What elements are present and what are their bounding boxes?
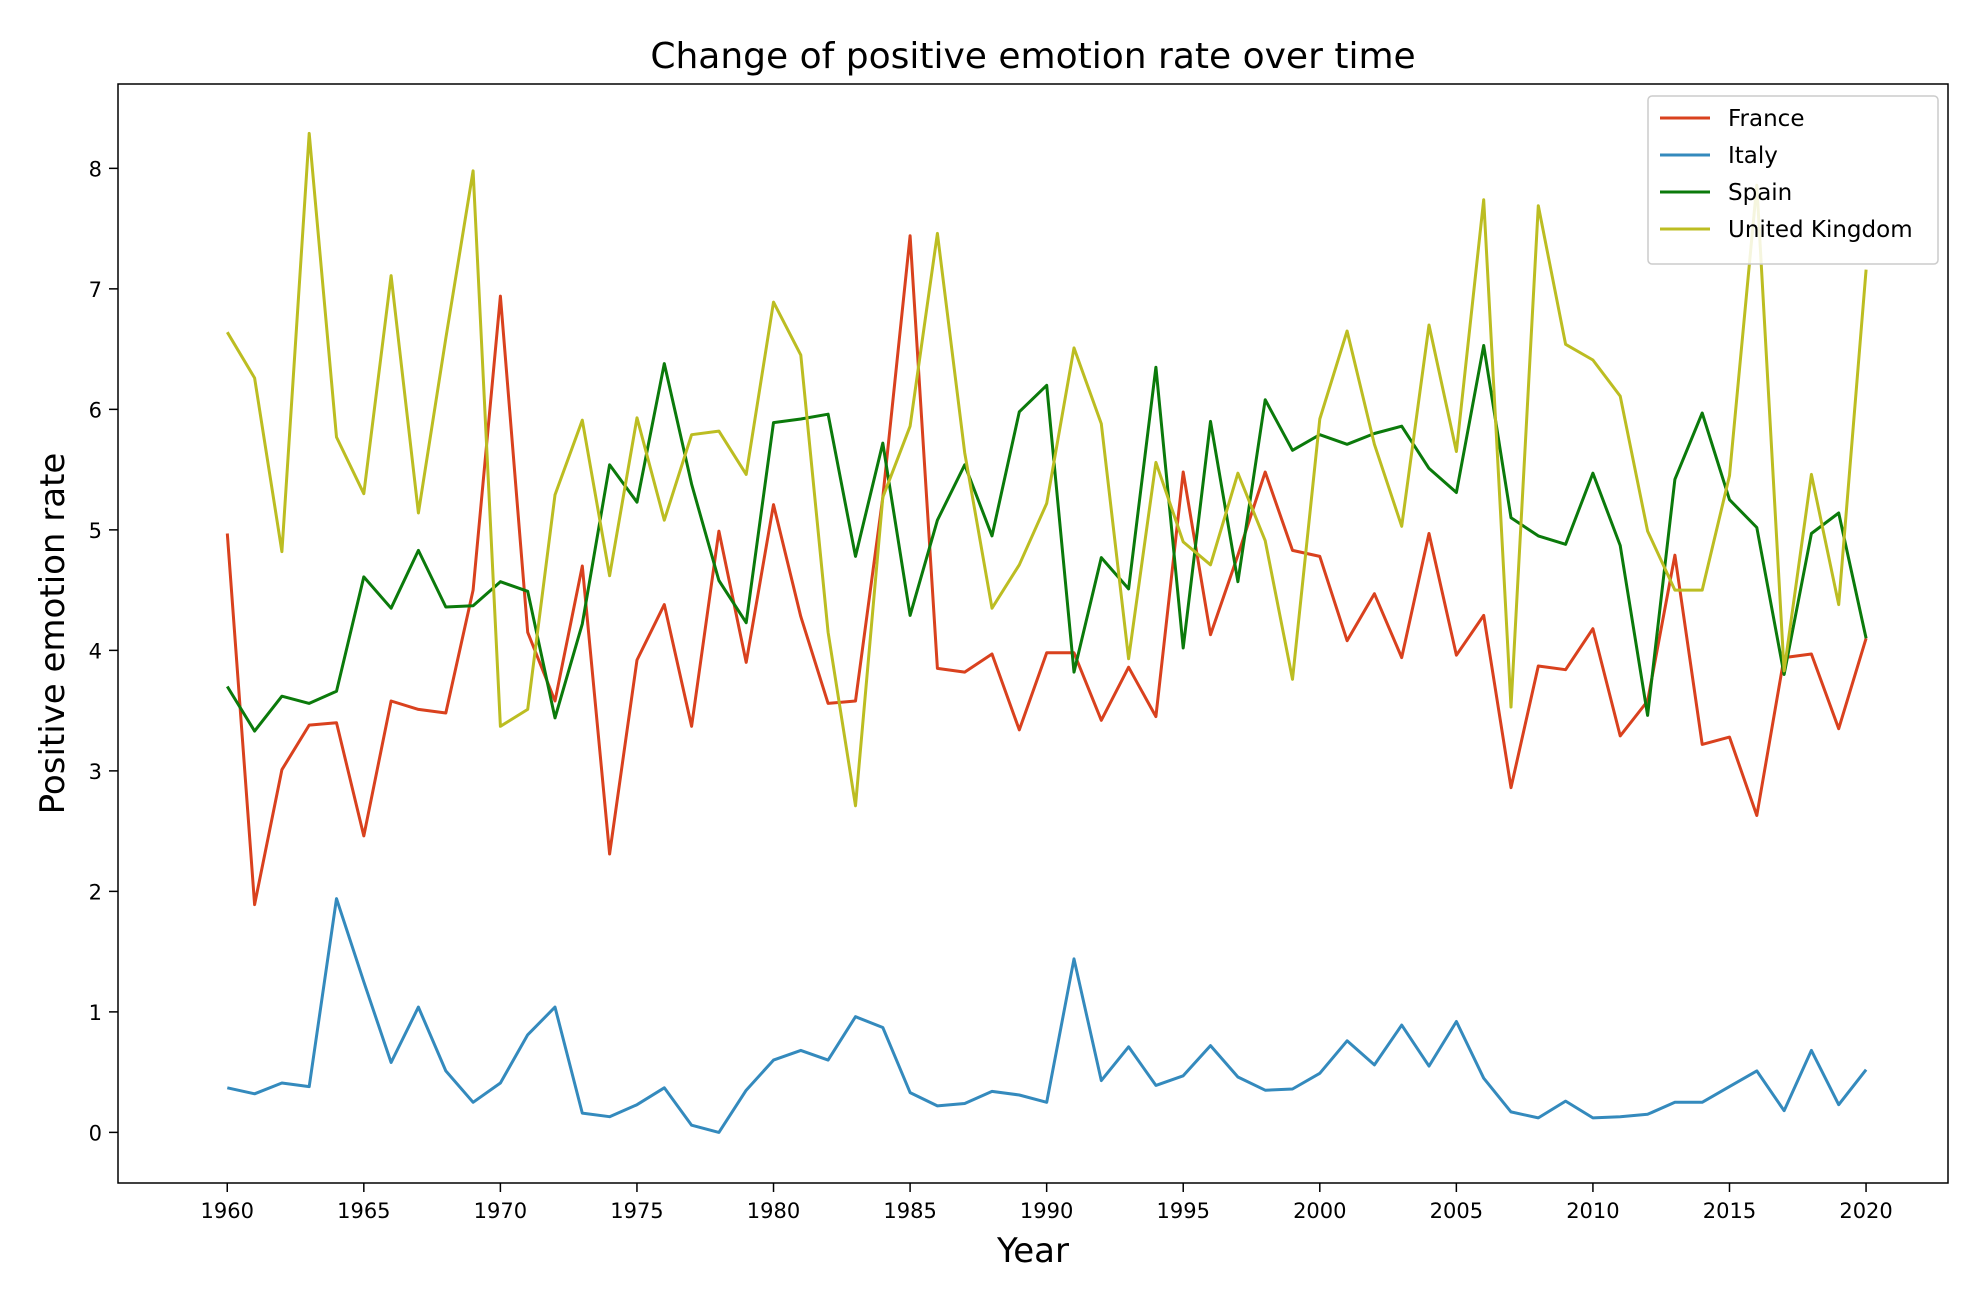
series-line-italy xyxy=(227,899,1866,1133)
x-tick-label: 1990 xyxy=(1020,1199,1073,1223)
x-tick-label: 1995 xyxy=(1156,1199,1209,1223)
y-axis-label: Positive emotion rate xyxy=(33,453,73,815)
y-tick-label: 6 xyxy=(89,398,102,422)
y-tick-label: 8 xyxy=(89,157,102,181)
x-tick-label: 1960 xyxy=(201,1199,254,1223)
series-line-france xyxy=(227,236,1866,905)
series-lines xyxy=(227,133,1866,1132)
x-tick-label: 1970 xyxy=(474,1199,527,1223)
y-tick-label: 5 xyxy=(89,519,102,543)
x-tick-label: 2020 xyxy=(1839,1199,1892,1223)
x-tick-label: 1980 xyxy=(747,1199,800,1223)
x-tick-label: 2010 xyxy=(1566,1199,1619,1223)
y-tick-label: 2 xyxy=(89,880,102,904)
series-line-united-kingdom xyxy=(227,133,1866,805)
legend-label-france: France xyxy=(1728,106,1804,132)
legend-label-spain: Spain xyxy=(1728,180,1792,206)
x-axis: 1960 1965 1970 1975 1980 1985 1990 1995 2000 2005… xyxy=(201,1183,1893,1223)
y-tick-label: 3 xyxy=(89,760,102,784)
y-tick-label: 1 xyxy=(89,1001,102,1025)
y-tick-label: 7 xyxy=(89,278,102,302)
legend-label-italy: Italy xyxy=(1728,143,1778,169)
y-tick-label: 4 xyxy=(89,639,102,663)
chart-title: Change of positive emotion rate over tim… xyxy=(650,36,1415,77)
legend: France Italy Spain United Kingdom xyxy=(1648,96,1938,264)
y-axis: 0 1 2 3 4 5 6 7 8 xyxy=(89,157,118,1145)
legend-label-united-kingdom: United Kingdom xyxy=(1728,217,1913,243)
y-tick-label: 0 xyxy=(89,1121,102,1145)
x-tick-label: 1975 xyxy=(610,1199,663,1223)
x-tick-label: 1985 xyxy=(883,1199,936,1223)
x-tick-label: 2015 xyxy=(1703,1199,1756,1223)
x-tick-label: 2000 xyxy=(1293,1199,1346,1223)
x-axis-label: Year xyxy=(996,1231,1069,1271)
x-tick-label: 2005 xyxy=(1430,1199,1483,1223)
x-tick-label: 1965 xyxy=(337,1199,390,1223)
